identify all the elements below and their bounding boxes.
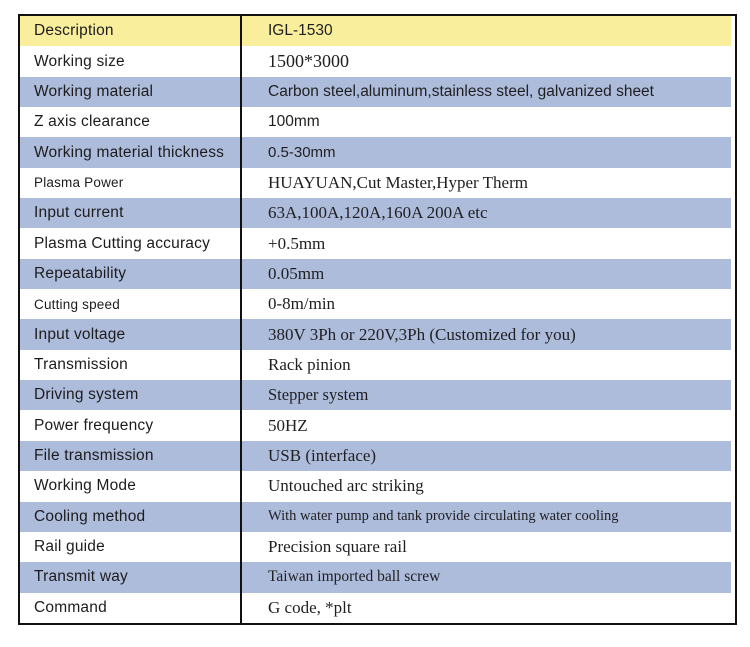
- spec-value-cell: With water pump and tank provide circula…: [242, 501, 731, 532]
- spec-value-cell: 50HZ: [268, 415, 308, 435]
- spec-value-cell: 380V 3Ph or 220V,3Ph (Customized for you…: [242, 319, 731, 350]
- spec-name-cell: Repeatability: [20, 258, 242, 290]
- table-row: Input voltage 380V 3Ph or 220V,3Ph (Custo…: [20, 319, 735, 350]
- spec-value-cell: 63A,100A,120A,160A 200A etc: [242, 198, 731, 229]
- spec-name-cell: Plasma Cutting accuracy: [20, 228, 242, 259]
- table-row: File transmission USB (interface): [20, 440, 735, 472]
- table-row: Cooling method With water pump and tank p…: [20, 501, 735, 532]
- table-row: Rail guide Precision square rail: [20, 531, 735, 563]
- spec-name-cell: Working material: [20, 76, 242, 108]
- spec-name-cell: Working Mode: [20, 471, 242, 502]
- table-row: Working size 1500*3000: [20, 46, 735, 77]
- spec-value-cell: Untouched arc striking: [268, 476, 424, 496]
- spec-value-cell: G code, *plt: [268, 597, 352, 617]
- spec-name-cell: Working material thickness: [20, 137, 242, 168]
- spec-name-cell: Input current: [20, 198, 242, 229]
- spec-value-cell: 0-8m/min: [268, 294, 336, 314]
- table-row: Z axis clearance 100mm: [20, 107, 735, 138]
- spec-name-cell: Working size: [20, 46, 242, 77]
- spec-name-cell: Z axis clearance: [20, 107, 242, 138]
- spec-name-cell: Command: [20, 592, 242, 623]
- table-row: Driving system Stepper system: [20, 380, 735, 411]
- header-description-cell: Description: [20, 16, 242, 47]
- table-row: Repeatability 0.05mm: [20, 258, 735, 290]
- spec-table: Description IGL-1530 Working size 1500*3000…: [18, 14, 737, 625]
- spec-value-cell: Rack pinion: [268, 354, 351, 374]
- spec-value-cell: 0.5-30mm: [242, 137, 731, 168]
- spec-name-cell: Driving system: [20, 380, 242, 411]
- spec-value-cell: Precision square rail: [268, 537, 407, 557]
- table-row: Cutting speed 0-8m/min: [20, 289, 735, 320]
- spec-name-cell: Cooling method: [20, 501, 242, 532]
- table-row: Power frequency 50HZ: [20, 410, 735, 441]
- spec-value-cell: +0.5mm: [268, 233, 326, 253]
- table-row: Transmission Rack pinion: [20, 349, 735, 381]
- table-row: Input current 63A,100A,120A,160A 200A etc: [20, 198, 735, 229]
- spec-name-cell: Input voltage: [20, 319, 242, 350]
- spec-name-cell: Transmission: [20, 349, 242, 381]
- spec-value-cell: Carbon steel,aluminum,stainless steel, g…: [242, 76, 731, 108]
- spec-name-cell: File transmission: [20, 440, 242, 472]
- spec-value-cell: USB (interface): [242, 440, 731, 472]
- spec-name-cell: Rail guide: [20, 531, 242, 563]
- header-row: Description IGL-1530: [20, 16, 735, 47]
- spec-name-cell: Cutting speed: [20, 289, 242, 320]
- spec-value-cell: HUAYUAN,Cut Master,Hyper Therm: [268, 172, 528, 192]
- table-row: Working material Carbon steel,aluminum,st…: [20, 76, 735, 108]
- table-row: Plasma Power HUAYUAN,Cut Master,Hyper The…: [20, 167, 735, 199]
- spec-value-cell: 1500*3000: [268, 51, 349, 72]
- table-row: Command G code, *plt: [20, 592, 735, 623]
- table-row: Plasma Cutting accuracy +0.5mm: [20, 228, 735, 259]
- spec-name-cell: Power frequency: [20, 410, 242, 441]
- table-row: Transmit way Taiwan imported ball screw: [20, 562, 735, 593]
- table-row: Working material thickness 0.5-30mm: [20, 137, 735, 168]
- header-model-cell: IGL-1530: [242, 16, 731, 47]
- spec-name-cell: Plasma Power: [20, 167, 242, 199]
- spec-value-cell: 0.05mm: [242, 258, 731, 290]
- spec-value-cell: Stepper system: [242, 380, 731, 411]
- spec-name-cell: Transmit way: [20, 562, 242, 593]
- spec-value-cell: 100mm: [268, 113, 320, 131]
- spec-value-cell: Taiwan imported ball screw: [242, 562, 731, 593]
- table-row: Working Mode Untouched arc striking: [20, 471, 735, 502]
